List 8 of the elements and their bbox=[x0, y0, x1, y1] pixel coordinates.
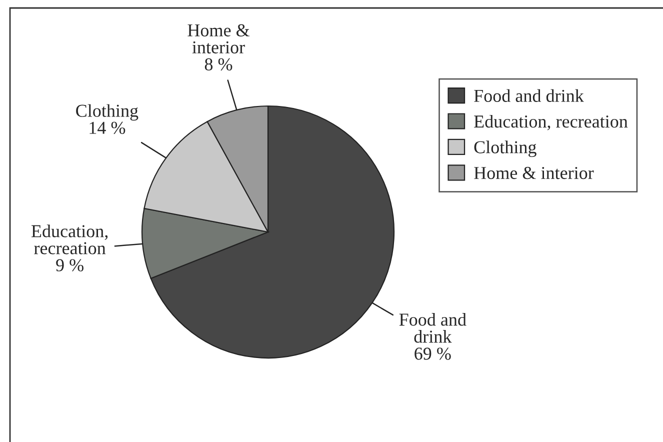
legend-label: Food and drink bbox=[474, 89, 584, 102]
data-label: Home & interior 8 % bbox=[188, 24, 250, 71]
data-label: Clothing 14 % bbox=[76, 104, 138, 134]
data-label: Food and drink 69 % bbox=[399, 313, 466, 360]
legend-label: Home & interior bbox=[474, 166, 594, 180]
legend-label: Clothing bbox=[474, 140, 536, 158]
data-label: Education, recreation 9 % bbox=[31, 224, 108, 272]
legend-label: Education, recreation bbox=[474, 114, 628, 130]
